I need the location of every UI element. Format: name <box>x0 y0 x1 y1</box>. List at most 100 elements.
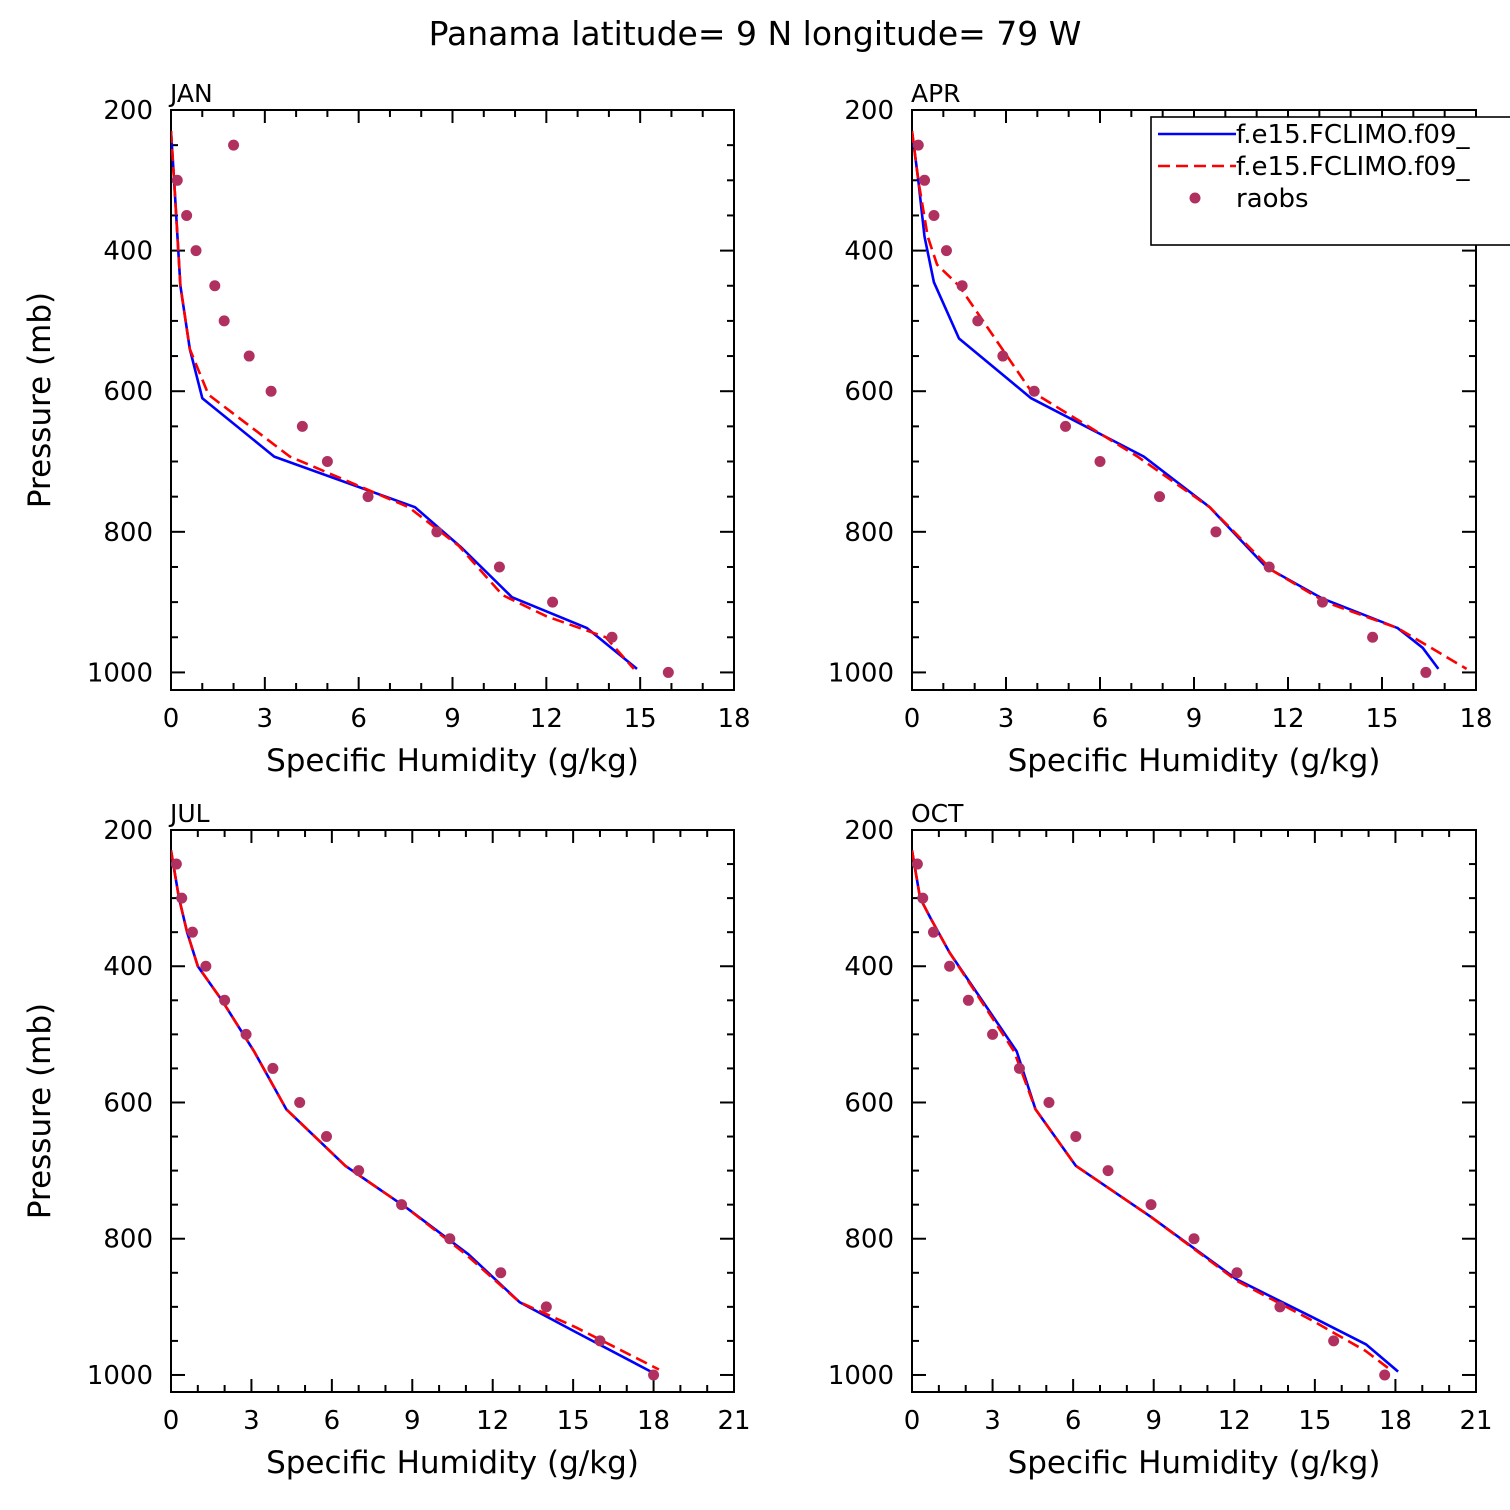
raobs-point <box>1102 1165 1114 1177</box>
x-axis-label: Specific Humidity (g/kg) <box>266 743 639 779</box>
panel-label: OCT <box>911 799 964 828</box>
x-tick-label: 18 <box>637 1406 670 1436</box>
x-tick-label: 18 <box>1459 704 1492 734</box>
x-tick-label: 21 <box>717 1406 750 1436</box>
y-tick-label: 400 <box>844 237 894 267</box>
raobs-point <box>547 596 559 608</box>
raobs-point <box>662 666 674 678</box>
series-group <box>171 850 660 1381</box>
raobs-point <box>190 245 202 257</box>
raobs-point <box>495 1267 507 1279</box>
y-tick-label: 200 <box>103 96 153 126</box>
raobs-point <box>362 491 374 503</box>
raobs-point <box>493 561 505 573</box>
x-tick-label: 3 <box>243 1406 260 1436</box>
series-group <box>912 850 1399 1381</box>
raobs-point <box>396 1199 408 1211</box>
raobs-point <box>176 892 188 904</box>
raobs-point <box>927 926 939 938</box>
raobs-point <box>219 994 231 1006</box>
raobs-point <box>606 631 618 643</box>
raobs-point <box>962 994 974 1006</box>
x-tick-label: 15 <box>1298 1406 1331 1436</box>
y-tick-label: 400 <box>103 237 153 267</box>
raobs-point <box>171 174 183 186</box>
y-tick-label: 800 <box>844 1225 894 1255</box>
legend-swatch-raobs <box>1189 192 1201 204</box>
x-tick-label: 3 <box>984 1406 1001 1436</box>
panel-label: JAN <box>168 79 213 108</box>
raobs-point <box>296 420 308 432</box>
raobs-point <box>1210 526 1222 538</box>
raobs-point <box>1060 420 1072 432</box>
x-tick-label: 15 <box>624 704 657 734</box>
y-tick-label: 800 <box>844 518 894 548</box>
plot-frame <box>170 109 735 691</box>
x-tick-label: 18 <box>1379 1406 1412 1436</box>
panel-oct: OCT 0 3 6 9 12 15 18 21 200 400 600 800 1000 Specific … <box>828 799 1493 1481</box>
legend-label: raobs <box>1236 184 1309 214</box>
raobs-point <box>1316 596 1328 608</box>
model-line-solid <box>912 850 1399 1373</box>
raobs-point <box>997 350 1009 362</box>
x-tick-label: 6 <box>324 1406 341 1436</box>
x-tick-label: 9 <box>404 1406 421 1436</box>
model-line-dashed <box>912 130 1468 671</box>
model-line-solid <box>171 131 638 670</box>
legend-label: f.e15.FCLIMO.f09_ <box>1236 152 1470 182</box>
model-line-dashed <box>171 850 660 1371</box>
x-tick-label: 9 <box>444 704 461 734</box>
raobs-point <box>648 1369 660 1381</box>
panel-apr: APR 0 3 6 9 12 15 18 200 400 600 800 1000 Specific Hu… <box>828 79 1510 779</box>
raobs-point <box>1188 1233 1200 1245</box>
y-tick-label: 200 <box>844 96 894 126</box>
raobs-point <box>265 385 277 397</box>
x-tick-label: 3 <box>998 704 1015 734</box>
model-line-solid <box>171 850 652 1373</box>
raobs-point <box>1263 561 1275 573</box>
legend-box <box>1150 116 1510 246</box>
y-tick-label: 600 <box>844 377 894 407</box>
plot-frame <box>170 829 735 1393</box>
raobs-point <box>200 960 212 972</box>
x-tick-label: 0 <box>904 1406 921 1436</box>
x-tick-label: 12 <box>530 704 563 734</box>
raobs-point <box>540 1301 552 1313</box>
raobs-point <box>1274 1301 1286 1313</box>
raobs-point <box>919 174 931 186</box>
raobs-point <box>321 456 333 468</box>
y-axis-label: Pressure (mb) <box>22 1003 58 1219</box>
x-axis-label: Specific Humidity (g/kg) <box>1008 1445 1381 1481</box>
panel-jul: JUL 0 3 6 9 12 15 18 21 200 400 600 800 1000 Specific … <box>22 799 751 1481</box>
raobs-point <box>987 1028 999 1040</box>
raobs-point <box>353 1165 365 1177</box>
model-line-solid <box>912 130 1440 670</box>
y-tick-label: 400 <box>844 952 894 982</box>
raobs-point <box>320 1131 332 1143</box>
raobs-point <box>1028 385 1040 397</box>
raobs-point <box>944 960 956 972</box>
raobs-point <box>243 350 255 362</box>
x-tick-label: 0 <box>904 704 921 734</box>
raobs-point <box>181 209 193 221</box>
legend: f.e15.FCLIMO.f09_f.e15.FCLIMO.f09_raobs <box>1150 116 1510 246</box>
x-tick-label: 12 <box>1218 1406 1251 1436</box>
raobs-point <box>917 892 929 904</box>
raobs-point <box>209 280 221 292</box>
raobs-point <box>594 1335 606 1347</box>
x-tick-label: 6 <box>1092 704 1109 734</box>
x-tick-label: 12 <box>476 1406 509 1436</box>
raobs-point <box>956 280 968 292</box>
model-line-dashed <box>912 850 1391 1371</box>
y-tick-label: 1000 <box>828 1361 894 1391</box>
raobs-point <box>1094 456 1106 468</box>
panel-label: JUL <box>168 799 210 828</box>
raobs-point <box>240 1028 252 1040</box>
x-tick-label: 15 <box>557 1406 590 1436</box>
y-tick-label: 1000 <box>87 1361 153 1391</box>
raobs-point <box>1043 1096 1055 1108</box>
x-tick-label: 9 <box>1145 1406 1162 1436</box>
x-tick-label: 0 <box>163 704 180 734</box>
